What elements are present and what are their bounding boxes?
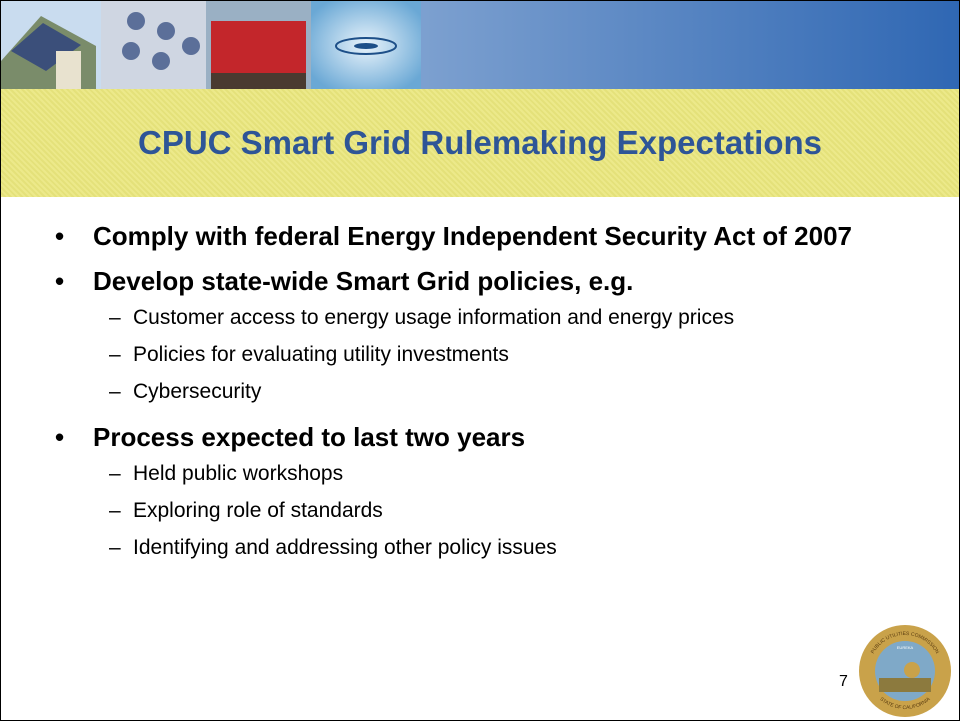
seal-motto: EUREKA	[897, 645, 914, 650]
sub-bullet: Held public workshops	[51, 455, 931, 492]
bullet: Process expected to last two years	[51, 420, 913, 455]
sub-bullet: Identifying and addressing other policy …	[51, 529, 931, 566]
sub-bullet: Exploring role of standards	[51, 492, 931, 529]
bullet-list: Comply with federal Energy Independent S…	[51, 209, 931, 566]
bullet: Develop state-wide Smart Grid policies, …	[51, 264, 913, 299]
slide-title: CPUC Smart Grid Rulemaking Expectations	[1, 89, 959, 197]
sub-bullet: Cybersecurity	[51, 373, 931, 410]
slide: CPUC Smart Grid Rulemaking Expectations …	[0, 0, 960, 721]
page-number: 7	[839, 673, 848, 691]
sub-bullet: Customer access to energy usage informat…	[51, 299, 931, 336]
sub-bullet: Policies for evaluating utility investme…	[51, 336, 931, 373]
banner	[1, 1, 959, 89]
seal: PUBLIC UTILITIES COMMISSION STATE OF CAL…	[857, 623, 953, 719]
bullet: Comply with federal Energy Independent S…	[51, 219, 913, 254]
